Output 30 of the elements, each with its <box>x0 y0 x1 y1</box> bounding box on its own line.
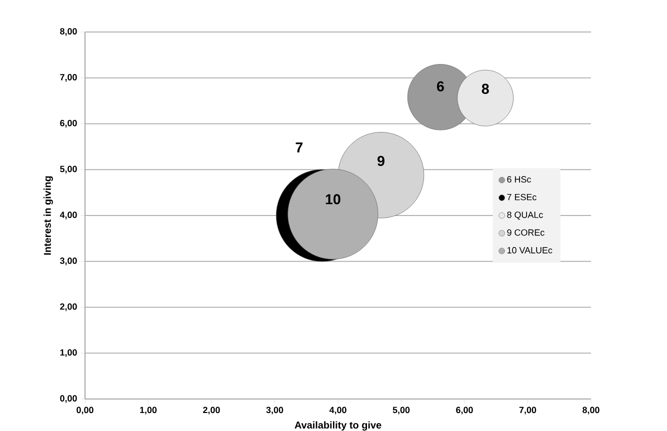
x-tick-label: 3,00 <box>266 406 284 414</box>
annotation: 6 <box>437 81 444 92</box>
y-tick-label: 1,00 <box>60 349 77 357</box>
x-tick-label: 4,00 <box>329 406 346 414</box>
annotation: 10 <box>326 194 340 204</box>
x-tick-label: 5,00 <box>392 406 410 414</box>
y-tick-label: 3,00 <box>60 258 77 266</box>
y-tick-label: 5,00 <box>60 166 77 174</box>
y-tick-label: 0,00 <box>60 395 77 403</box>
y-axis-title: Interest in giving <box>44 176 53 255</box>
annotation: 7 <box>296 142 303 152</box>
legend-label: 7 ESEc <box>507 194 536 200</box>
y-tick-label: 7,00 <box>60 74 77 82</box>
x-tick-label: 8,00 <box>582 406 600 414</box>
x-tick-label: 6,00 <box>456 406 473 414</box>
annotation: 8 <box>482 84 489 94</box>
y-tick-label: 6,00 <box>60 120 77 128</box>
legend-label: 6 HSc <box>507 176 531 183</box>
legend-label: 8 QUALc <box>507 212 543 220</box>
x-tick-label: 1,00 <box>140 406 157 414</box>
annotation: 9 <box>378 156 384 166</box>
y-tick-label: 2,00 <box>60 303 77 312</box>
x-axis-title: Availability to give <box>294 421 382 431</box>
x-tick-label: 0,00 <box>76 406 94 414</box>
legend-label: 9 COREc <box>507 229 544 236</box>
x-tick-label: 2,00 <box>203 406 220 414</box>
legend-label: 10 VALUEc <box>507 247 552 254</box>
y-tick-label: 4,00 <box>60 212 77 220</box>
x-tick-label: 7,00 <box>519 406 536 414</box>
y-tick-label: 8,00 <box>60 28 77 36</box>
